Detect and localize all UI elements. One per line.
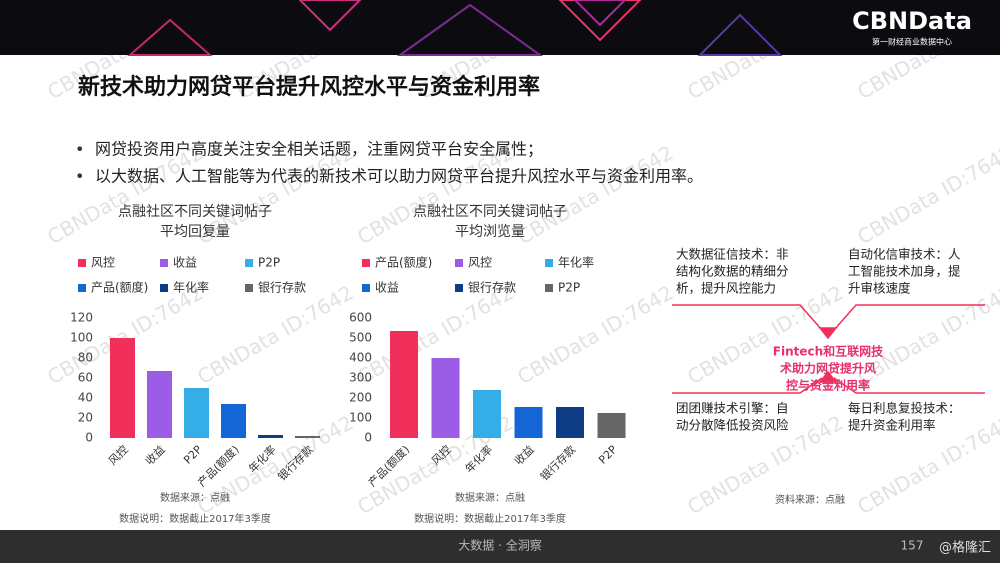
bar: [473, 390, 501, 438]
chart-source: 数据来源：点融: [455, 491, 525, 504]
legend-swatch: [245, 284, 253, 292]
y-tick-label: 400: [349, 351, 372, 365]
diagram-text: 团团赚技术引擎：自: [676, 401, 789, 416]
chart-title: 平均浏览量: [455, 224, 525, 240]
bar: [390, 331, 418, 438]
y-tick-label: 500: [349, 331, 372, 345]
footer-tagline: 大数据 · 全洞察: [458, 538, 541, 553]
bar: [147, 371, 172, 438]
diagram-text: Fintech和互联网技: [773, 344, 884, 359]
legend-swatch: [455, 284, 463, 292]
chart-title: 平均回复量: [160, 223, 230, 240]
page-number: 157: [901, 539, 924, 553]
legend-label: 风控: [468, 256, 492, 270]
chart-title: 点融社区不同关键词帖子: [413, 204, 567, 220]
chart-note: 数据说明：数据截止2017年3季度: [414, 512, 566, 525]
y-tick-label: 120: [70, 311, 93, 325]
legend-swatch: [545, 284, 553, 292]
diagram-text: 析，提升风控能力: [676, 281, 776, 296]
legend-label: P2P: [558, 281, 580, 295]
y-tick-label: 600: [349, 311, 372, 325]
brand-sub: 第一财经商业数据中心: [872, 37, 952, 47]
diagram-source: 资料来源：点融: [775, 493, 845, 506]
legend-label: 银行存款: [468, 281, 516, 295]
legend-label: 产品(额度): [91, 280, 148, 295]
diagram-text: 提升资金利用率: [848, 418, 936, 433]
y-tick-label: 0: [85, 431, 93, 445]
bar: [258, 435, 283, 438]
legend-swatch: [362, 284, 370, 292]
header-decoration: [127, 0, 783, 56]
legend-swatch: [455, 259, 463, 267]
legend-swatch: [78, 259, 86, 267]
bullet-dot: •: [75, 140, 84, 159]
y-tick-label: 80: [78, 351, 93, 365]
legend-swatch: [160, 259, 168, 267]
diagram-text: 大数据征信技术：非: [676, 247, 789, 262]
legend-label: 产品(额度): [375, 255, 432, 270]
chart-source: 数据来源：点融: [160, 491, 230, 504]
slide-title: 新技术助力网贷平台提升风控水平与资金利用率: [78, 74, 540, 100]
legend-swatch: [545, 259, 553, 267]
y-tick-label: 20: [78, 411, 93, 425]
bar: [597, 413, 626, 438]
bar: [556, 407, 584, 438]
diagram-text: 术助力网贷提升风: [779, 361, 876, 376]
legend-label: 年化率: [173, 280, 209, 295]
legend-swatch: [160, 284, 168, 292]
credit: @格隆汇: [939, 540, 991, 556]
bar: [514, 407, 543, 438]
chart-title: 点融社区不同关键词帖子: [118, 204, 272, 220]
legend-label: 年化率: [558, 255, 594, 270]
y-tick-label: 0: [364, 431, 372, 445]
diagram-text: 工智能技术加身，提: [848, 264, 961, 279]
legend-label: 银行存款: [258, 281, 306, 295]
diagram-text: 结构化数据的精细分: [676, 264, 789, 279]
bar: [295, 436, 320, 438]
bar: [184, 388, 209, 438]
bar: [221, 404, 246, 438]
footer-band: [0, 530, 1000, 563]
diagram-text: 升审核速度: [848, 281, 911, 296]
diagram-text: 自动化信审技术：人: [848, 247, 961, 262]
bar: [110, 338, 135, 438]
legend-swatch: [362, 259, 370, 267]
legend-label: 风控: [91, 256, 115, 270]
legend-swatch: [245, 259, 253, 267]
legend-label: P2P: [258, 256, 280, 270]
chart-note: 数据说明：数据截止2017年3季度: [119, 512, 271, 525]
y-tick-label: 100: [349, 411, 372, 425]
y-tick-label: 200: [349, 391, 372, 405]
diagram-text: 控与资金利用率: [786, 378, 870, 393]
legend-label: 收益: [375, 281, 399, 295]
diagram-text: 每日利息复投技术：: [848, 401, 961, 416]
bullet-dot: •: [75, 167, 84, 186]
y-tick-label: 40: [78, 391, 93, 405]
bullet: 网贷投资用户高度关注安全相关话题，注重网贷平台安全属性；: [95, 140, 543, 159]
bar: [431, 358, 460, 438]
diagram-arrows: [672, 304, 985, 394]
legend-swatch: [78, 284, 86, 292]
bullet: 以大数据、人工智能等为代表的新技术可以助力网贷平台提升风控水平与资金利用率。: [95, 167, 703, 186]
legend-label: 收益: [173, 256, 197, 270]
diagram-text: 动分散降低投资风险: [676, 418, 789, 433]
y-tick-label: 100: [70, 331, 93, 345]
brand: CBNData: [852, 7, 972, 35]
y-tick-label: 60: [78, 371, 93, 385]
y-tick-label: 300: [349, 371, 372, 385]
